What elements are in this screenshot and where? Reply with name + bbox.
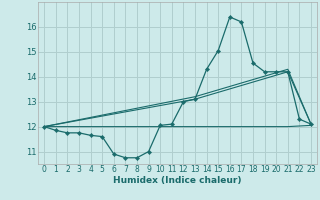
X-axis label: Humidex (Indice chaleur): Humidex (Indice chaleur) <box>113 176 242 185</box>
